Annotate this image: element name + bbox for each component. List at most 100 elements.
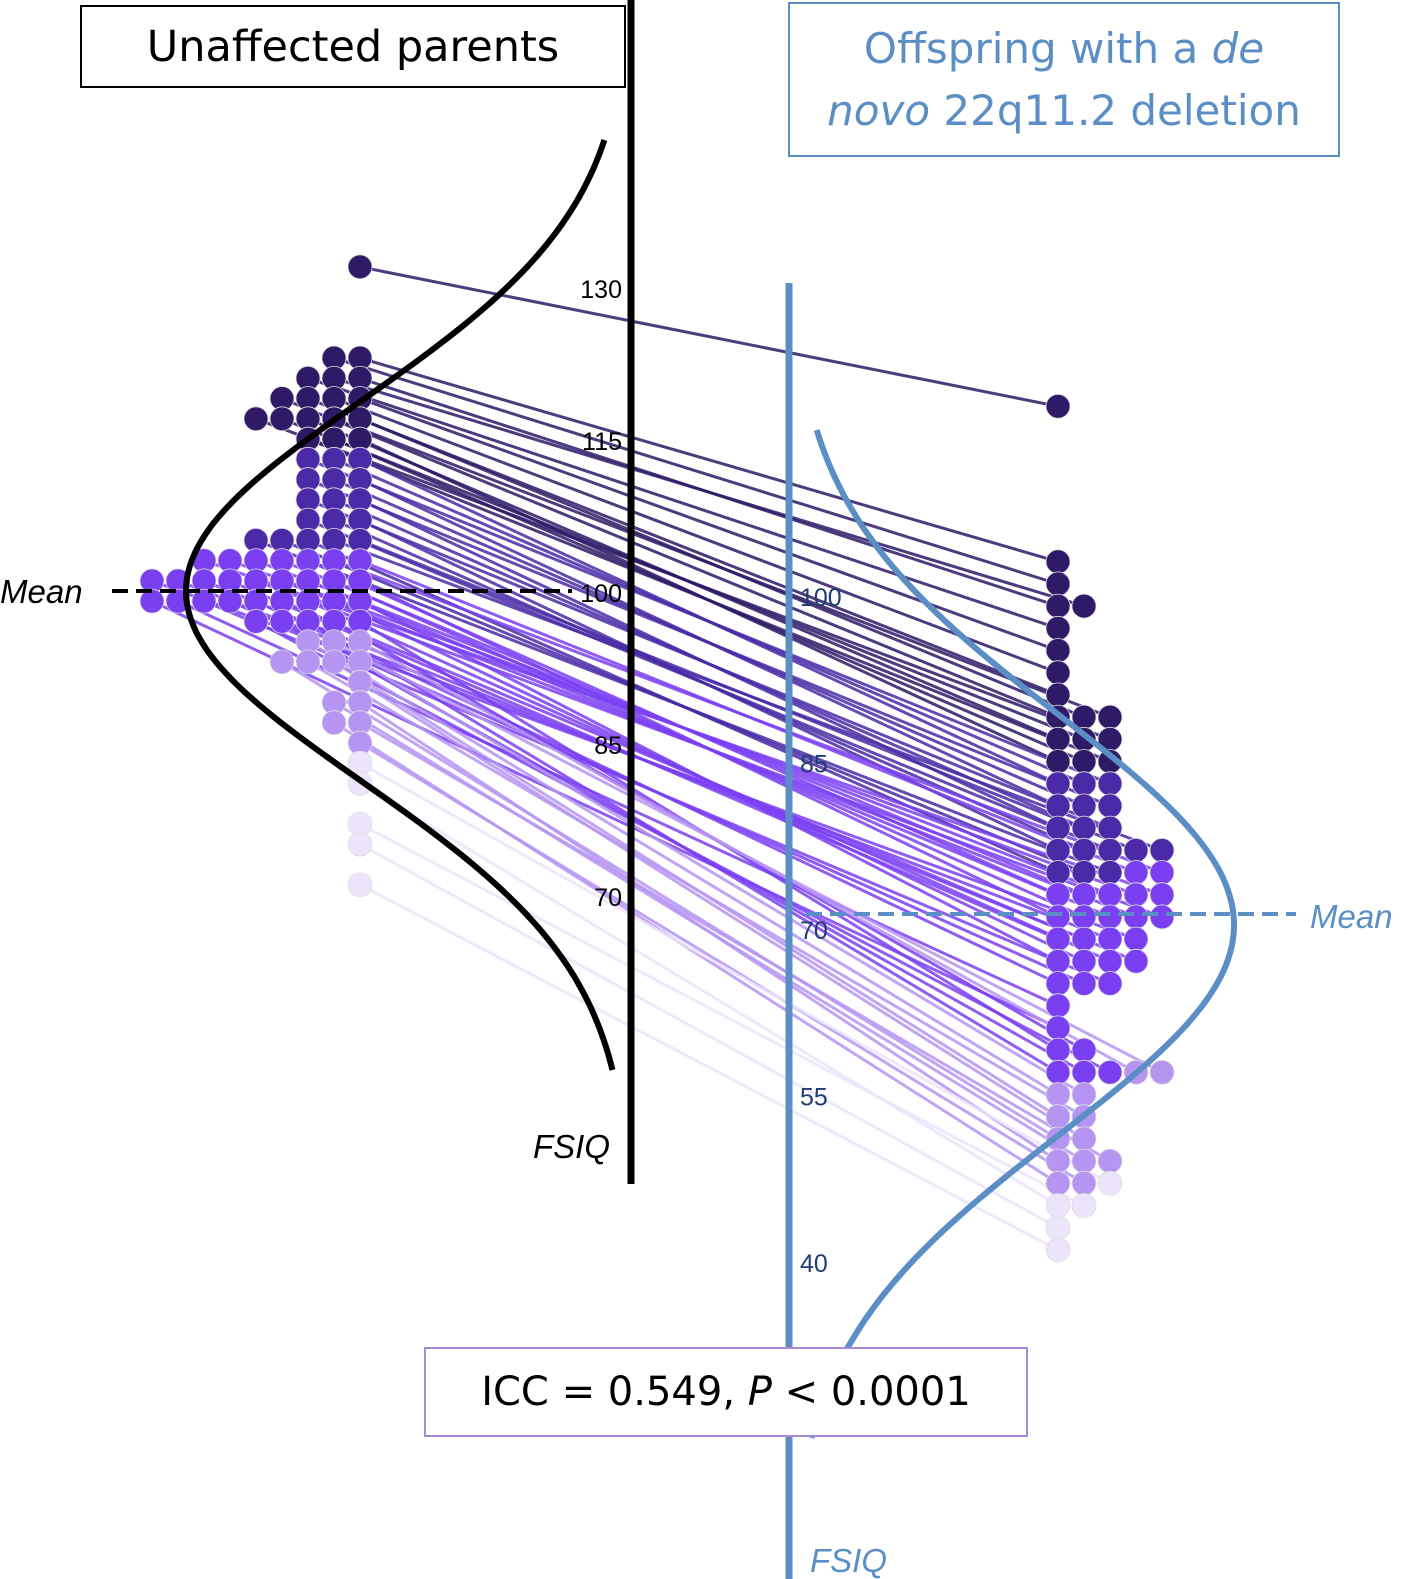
offspring-tick-labels: 100 85 70 55 40	[800, 584, 842, 1278]
offspring-dot	[1123, 837, 1149, 863]
offspring-dot	[1045, 638, 1071, 663]
offspring-title-l2b: 22q11.2 deletion	[930, 85, 1301, 135]
offspring-dot	[1097, 771, 1123, 797]
offspring-dot	[1045, 1148, 1071, 1174]
parents-axis-label: FSIQ	[533, 1128, 610, 1165]
offspring-dot	[1149, 882, 1175, 908]
offspring-dot	[1071, 860, 1097, 885]
icc-stat-box: ICC = 0.549, P < 0.0001	[424, 1347, 1028, 1437]
offspring-mean-label: Mean	[1310, 898, 1393, 935]
parent-dot	[269, 406, 295, 432]
offspring-dot	[1097, 815, 1123, 841]
offspring-dot	[1045, 660, 1071, 686]
offspring-dot	[1045, 1015, 1071, 1041]
pair-line	[307, 640, 1059, 1096]
parent-dot	[243, 406, 269, 432]
pair-line	[359, 721, 1111, 1163]
pair-lines	[151, 265, 1163, 1252]
offspring-dot	[1045, 860, 1071, 885]
offspring-dot	[1097, 704, 1123, 730]
offspring-dot	[1097, 860, 1123, 885]
pair-line	[333, 559, 1163, 874]
offspring-dot	[1045, 993, 1071, 1019]
offspring-dot	[1071, 1126, 1097, 1152]
parents-tick-115: 115	[582, 428, 622, 456]
offspring-tick-85: 85	[800, 751, 828, 779]
offspring-dot	[1045, 1215, 1071, 1241]
offspring-dot	[1071, 904, 1097, 930]
parent-dot	[347, 831, 373, 857]
offspring-dot	[1149, 860, 1175, 885]
offspring-title-box: Offspring with a de novo 22q11.2 deletio…	[788, 2, 1340, 157]
offspring-dot	[1123, 904, 1149, 930]
pair-line	[359, 265, 1059, 408]
offspring-dot	[1045, 393, 1071, 419]
offspring-title-l1a: Offspring with a	[863, 23, 1212, 73]
offspring-dot	[1097, 1148, 1123, 1174]
offspring-dot	[1097, 882, 1123, 908]
parent-dot	[269, 649, 295, 675]
offspring-dot	[1045, 1237, 1071, 1263]
offspring-dot	[1123, 926, 1149, 952]
offspring-dot	[1097, 793, 1123, 819]
offspring-dot	[1045, 882, 1071, 908]
parents-title: Unaffected parents	[146, 21, 560, 72]
offspring-dot	[1045, 615, 1071, 641]
offspring-dot	[1045, 771, 1071, 797]
offspring-dot	[1071, 1082, 1097, 1107]
parents-title-box: Unaffected parents	[80, 5, 626, 88]
offspring-dot	[1071, 882, 1097, 908]
offspring-dot	[1045, 1082, 1071, 1107]
pair-line	[359, 660, 1085, 1096]
offspring-dot	[1071, 749, 1097, 774]
offspring-dot	[1045, 793, 1071, 819]
offspring-dot	[1071, 837, 1097, 863]
icc-suffix: < 0.0001	[771, 1369, 971, 1415]
pair-line	[307, 376, 1059, 630]
offspring-title: Offspring with a de novo 22q11.2 deletio…	[827, 18, 1301, 142]
parent-dot	[347, 872, 373, 898]
pair-line	[307, 437, 1111, 763]
offspring-dot	[1045, 815, 1071, 841]
parents-tick-labels: 130 115 100 85 70	[580, 276, 622, 912]
parent-dot	[321, 649, 347, 675]
pair-line	[307, 457, 1111, 786]
pair-line	[307, 478, 1111, 808]
parents-tick-130: 130	[580, 276, 622, 304]
offspring-dot	[1045, 1193, 1071, 1218]
p-symbol: P	[747, 1369, 772, 1415]
offspring-dot	[1045, 948, 1071, 974]
offspring-dot	[1097, 904, 1123, 930]
offspring-dot	[1071, 593, 1097, 619]
offspring-dot	[1097, 837, 1123, 863]
offspring-tick-40: 40	[800, 1250, 828, 1278]
offspring-dot	[1071, 815, 1097, 841]
offspring-dot	[1045, 1037, 1071, 1063]
pair-line	[359, 782, 1059, 1207]
parent-dot	[321, 710, 347, 736]
offspring-dot	[1071, 1148, 1097, 1174]
pair-line	[333, 417, 1111, 719]
offspring-dot	[1045, 926, 1071, 952]
offspring-dot	[1071, 1037, 1097, 1063]
offspring-dot	[1123, 860, 1149, 885]
parent-dot	[347, 254, 373, 280]
offspring-dot	[1045, 593, 1071, 619]
offspring-dot	[1149, 904, 1175, 930]
offspring-dot	[1045, 971, 1071, 996]
offspring-dot	[1045, 749, 1071, 774]
offspring-dot	[1123, 882, 1149, 908]
pair-line	[359, 883, 1059, 1252]
offspring-title-l2a: novo	[827, 85, 931, 135]
icc-prefix: ICC = 0.549,	[481, 1369, 748, 1415]
offspring-dot	[1071, 1193, 1097, 1218]
offspring-dot	[1045, 904, 1071, 930]
parent-dot	[295, 649, 321, 675]
offspring-dot	[1045, 682, 1071, 708]
offspring-dot	[1045, 1059, 1071, 1085]
offspring-dot	[1097, 1059, 1123, 1085]
offspring-tick-100: 100	[800, 584, 842, 612]
pair-line	[281, 397, 1059, 719]
dot-groups	[139, 254, 1175, 1263]
